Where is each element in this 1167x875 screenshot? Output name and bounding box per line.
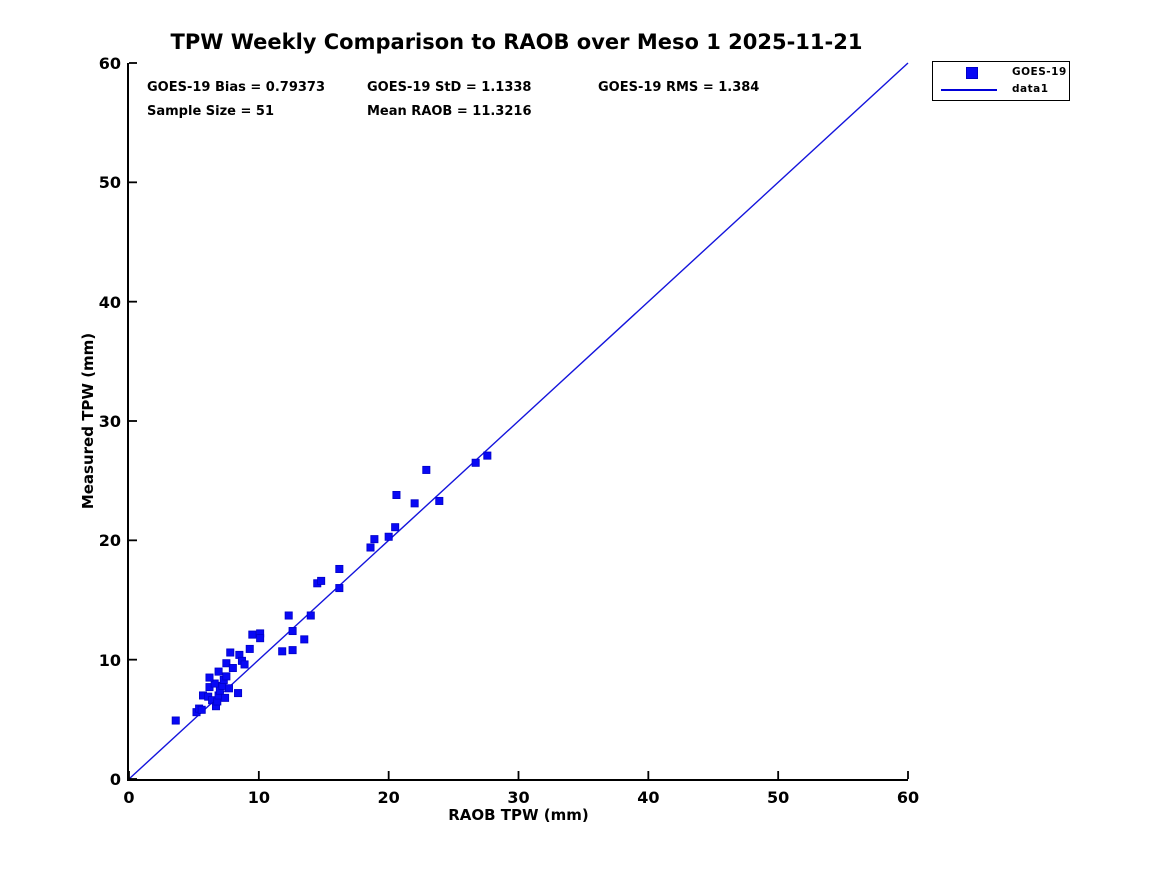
reference-line-data1 [128,62,909,780]
scatter-point [483,451,492,460]
plot-area: GOES-19 Bias = 0.79373 GOES-19 StD = 1.1… [99,54,919,824]
scatter-point [471,458,480,467]
scatter-point [240,660,249,669]
y-tick-label: 30 [98,412,121,431]
plot-canvas [128,62,909,780]
scatter-point [278,647,287,656]
x-axis-label: RAOB TPW (mm) [448,806,589,824]
stat-sample-size: Sample Size = 51 [147,104,275,119]
legend-entry-goes19: GOES-19 [933,64,1069,82]
y-axis-label: Measured TPW (mm) [79,332,97,510]
scatter-point [288,646,297,655]
scatter-point [224,684,233,693]
scatter-point [171,716,180,725]
stat-bias: GOES-19 Bias = 0.79373 [147,80,326,95]
x-tick-label: 0 [123,788,135,807]
scatter-point [392,490,401,499]
chart-title: TPW Weekly Comparison to RAOB over Meso … [170,30,863,54]
y-tick-label: 20 [98,531,121,551]
scatter-point [317,576,326,585]
square-marker-icon [966,67,978,79]
scatter-point [370,535,379,544]
scatter-point [384,532,393,541]
scatter-point [228,664,237,673]
scatter-point [248,630,257,639]
scatter-point [335,584,344,593]
scatter-point [222,659,231,668]
scatter-point [210,679,219,688]
x-tick-label: 60 [896,788,920,807]
legend-entry-data1: data1 [933,81,1069,99]
x-tick-label: 10 [247,788,270,807]
scatter-point [205,673,214,682]
x-tick-label: 20 [377,788,400,807]
legend-label: data1 [1012,83,1049,95]
y-tick-label: 40 [98,292,121,312]
legend: GOES-19 data1 [932,61,1070,101]
scatter-point [226,648,235,657]
scatter-point [256,634,265,643]
x-tick-label: 40 [637,788,660,807]
legend-label: GOES-19 [1012,66,1067,78]
scatter-point [335,564,344,573]
scatter-point [391,523,400,532]
y-tick-label: 60 [98,54,121,73]
scatter-point [284,611,293,620]
x-tick-label: 30 [507,788,530,807]
scatter-point [234,689,243,698]
scatter-point [221,693,230,702]
scatter-point [245,644,254,653]
scatter-point [214,667,223,676]
stat-std: GOES-19 StD = 1.1338 [367,80,532,95]
scatter-point [422,465,431,474]
scatter-point [410,499,419,508]
y-tick-label: 0 [109,770,121,789]
scatter-point [306,611,315,620]
y-tick-label: 50 [98,173,121,193]
x-tick-label: 50 [767,788,790,807]
scatter-point [288,627,297,636]
scatter-point [435,496,444,505]
line-swatch-icon [941,89,997,91]
stat-mean-raob: Mean RAOB = 11.3216 [367,104,532,119]
scatter-point [197,705,206,714]
stat-rms: GOES-19 RMS = 1.384 [598,80,760,95]
scatter-point [222,672,231,681]
scatter-point [300,635,309,644]
scatter-point [366,543,375,552]
y-tick-label: 10 [98,650,121,670]
